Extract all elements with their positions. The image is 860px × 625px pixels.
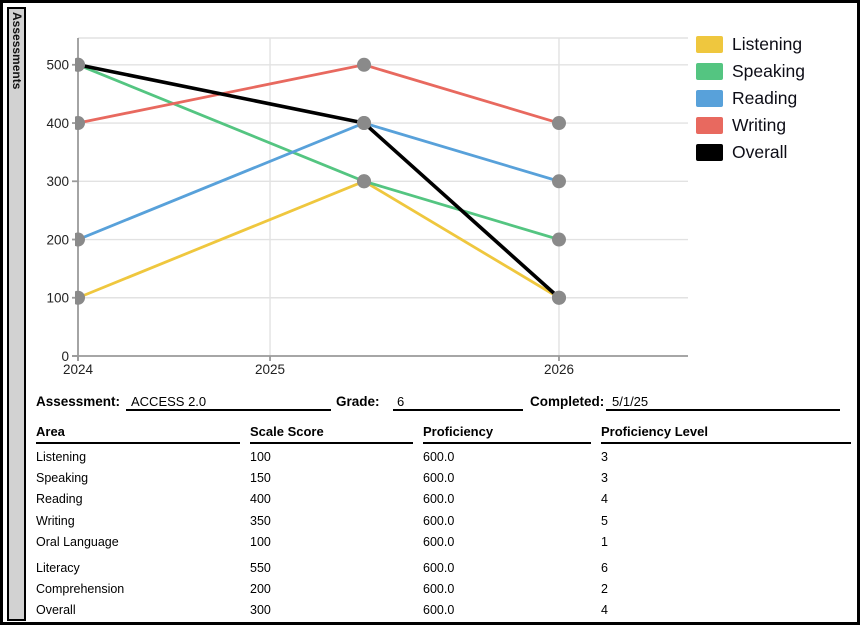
cell-scale-score: 100: [250, 534, 271, 549]
svg-text:400: 400: [46, 116, 69, 131]
table-row: Literacy 550 600.0 6: [32, 558, 851, 579]
legend-swatch-icon: [696, 36, 723, 53]
legend-swatch-icon: [696, 117, 723, 134]
cell-level: 6: [601, 560, 608, 575]
col-header-scale-score: Scale Score: [246, 424, 419, 447]
assessment-value: ACCESS 2.0: [126, 394, 331, 411]
cell-scale-score: 100: [250, 450, 271, 464]
legend-item-reading: Reading: [696, 88, 805, 108]
cell-proficiency: 600.0: [423, 603, 455, 618]
legend-item-writing: Writing: [696, 115, 805, 135]
table-row: Reading 400 600.0 4: [32, 489, 851, 510]
svg-text:2024: 2024: [63, 362, 94, 377]
legend-label: Writing: [732, 115, 787, 135]
cell-proficiency: 600.0: [423, 471, 455, 486]
score-table-header: Area Scale Score Proficiency Proficiency…: [32, 424, 851, 447]
svg-text:2025: 2025: [255, 362, 285, 377]
legend-label: Reading: [732, 88, 798, 108]
cell-proficiency: 600.0: [423, 560, 455, 575]
cell-level: 4: [601, 603, 608, 618]
cell-scale-score: 150: [250, 471, 271, 486]
cell-area: Reading: [36, 492, 83, 507]
cell-scale-score: 550: [250, 560, 271, 575]
svg-text:0: 0: [61, 349, 69, 364]
cell-level: 3: [601, 450, 608, 464]
legend-label: Speaking: [732, 61, 805, 81]
cell-level: 3: [601, 471, 608, 486]
score-table-body: Listening 100 600.0 3 Speaking 150 600.0 3 Readi…: [32, 447, 851, 622]
table-row: Overall 300 600.0 4: [32, 600, 851, 621]
legend-swatch-icon: [696, 144, 723, 161]
cell-scale-score: 400: [250, 492, 271, 507]
cell-proficiency: 600.0: [423, 492, 455, 507]
table-row: Speaking 150 600.0 3: [32, 468, 851, 489]
legend-item-listening: Listening: [696, 34, 805, 54]
score-table: Area Scale Score Proficiency Proficiency…: [32, 424, 851, 622]
col-header-proficiency-level: Proficiency Level: [597, 424, 851, 447]
table-row: Writing 350 600.0 5: [32, 511, 851, 532]
cell-area: Comprehension: [36, 582, 125, 597]
chart-legend: Listening Speaking Reading Writing Overall: [696, 34, 805, 171]
cell-level: 2: [601, 582, 608, 597]
completed-value: 5/1/25: [606, 394, 840, 411]
sidebar-tab-assessments[interactable]: Assessments: [7, 7, 26, 621]
legend-item-overall: Overall: [696, 142, 805, 162]
cell-scale-score: 300: [250, 603, 271, 618]
cell-area: Speaking: [36, 471, 89, 486]
table-row: Comprehension 200 600.0 2: [32, 579, 851, 600]
cell-proficiency: 600.0: [423, 534, 455, 549]
table-row: Oral Language 100 600.0 1: [32, 532, 851, 553]
cell-area: Oral Language: [36, 534, 119, 549]
cell-level: 5: [601, 513, 608, 528]
svg-text:300: 300: [46, 174, 69, 189]
cell-proficiency: 600.0: [423, 513, 455, 528]
assessment-label: Assessment:: [36, 394, 121, 409]
col-header-proficiency: Proficiency: [419, 424, 597, 447]
score-trend-chart: 0 100 200 300 400 500 2024 2025 2026: [46, 37, 688, 377]
completed-label: Completed:: [530, 394, 605, 409]
legend-swatch-icon: [696, 90, 723, 107]
cell-level: 4: [601, 492, 608, 507]
cell-area: Listening: [36, 450, 87, 464]
legend-item-speaking: Speaking: [696, 61, 805, 81]
cell-area: Literacy: [36, 560, 80, 575]
grade-value: 6: [393, 394, 523, 411]
svg-text:2026: 2026: [544, 362, 574, 377]
cell-proficiency: 600.0: [423, 582, 455, 597]
svg-text:100: 100: [46, 291, 69, 306]
cell-scale-score: 200: [250, 582, 271, 597]
cell-proficiency: 600.0: [423, 450, 455, 464]
legend-label: Listening: [732, 34, 803, 54]
legend-swatch-icon: [696, 63, 723, 80]
cell-level: 1: [601, 534, 608, 549]
cell-scale-score: 350: [250, 513, 271, 528]
svg-text:500: 500: [46, 58, 69, 73]
table-row: Listening 100 600.0 3: [32, 447, 851, 468]
grade-label: Grade:: [336, 394, 380, 409]
cell-area: Overall: [36, 603, 76, 618]
svg-text:200: 200: [46, 232, 69, 247]
cell-area: Writing: [36, 513, 75, 528]
sidebar-tab-label: Assessments: [10, 12, 24, 90]
legend-label: Overall: [732, 142, 788, 162]
col-header-area: Area: [32, 424, 246, 447]
